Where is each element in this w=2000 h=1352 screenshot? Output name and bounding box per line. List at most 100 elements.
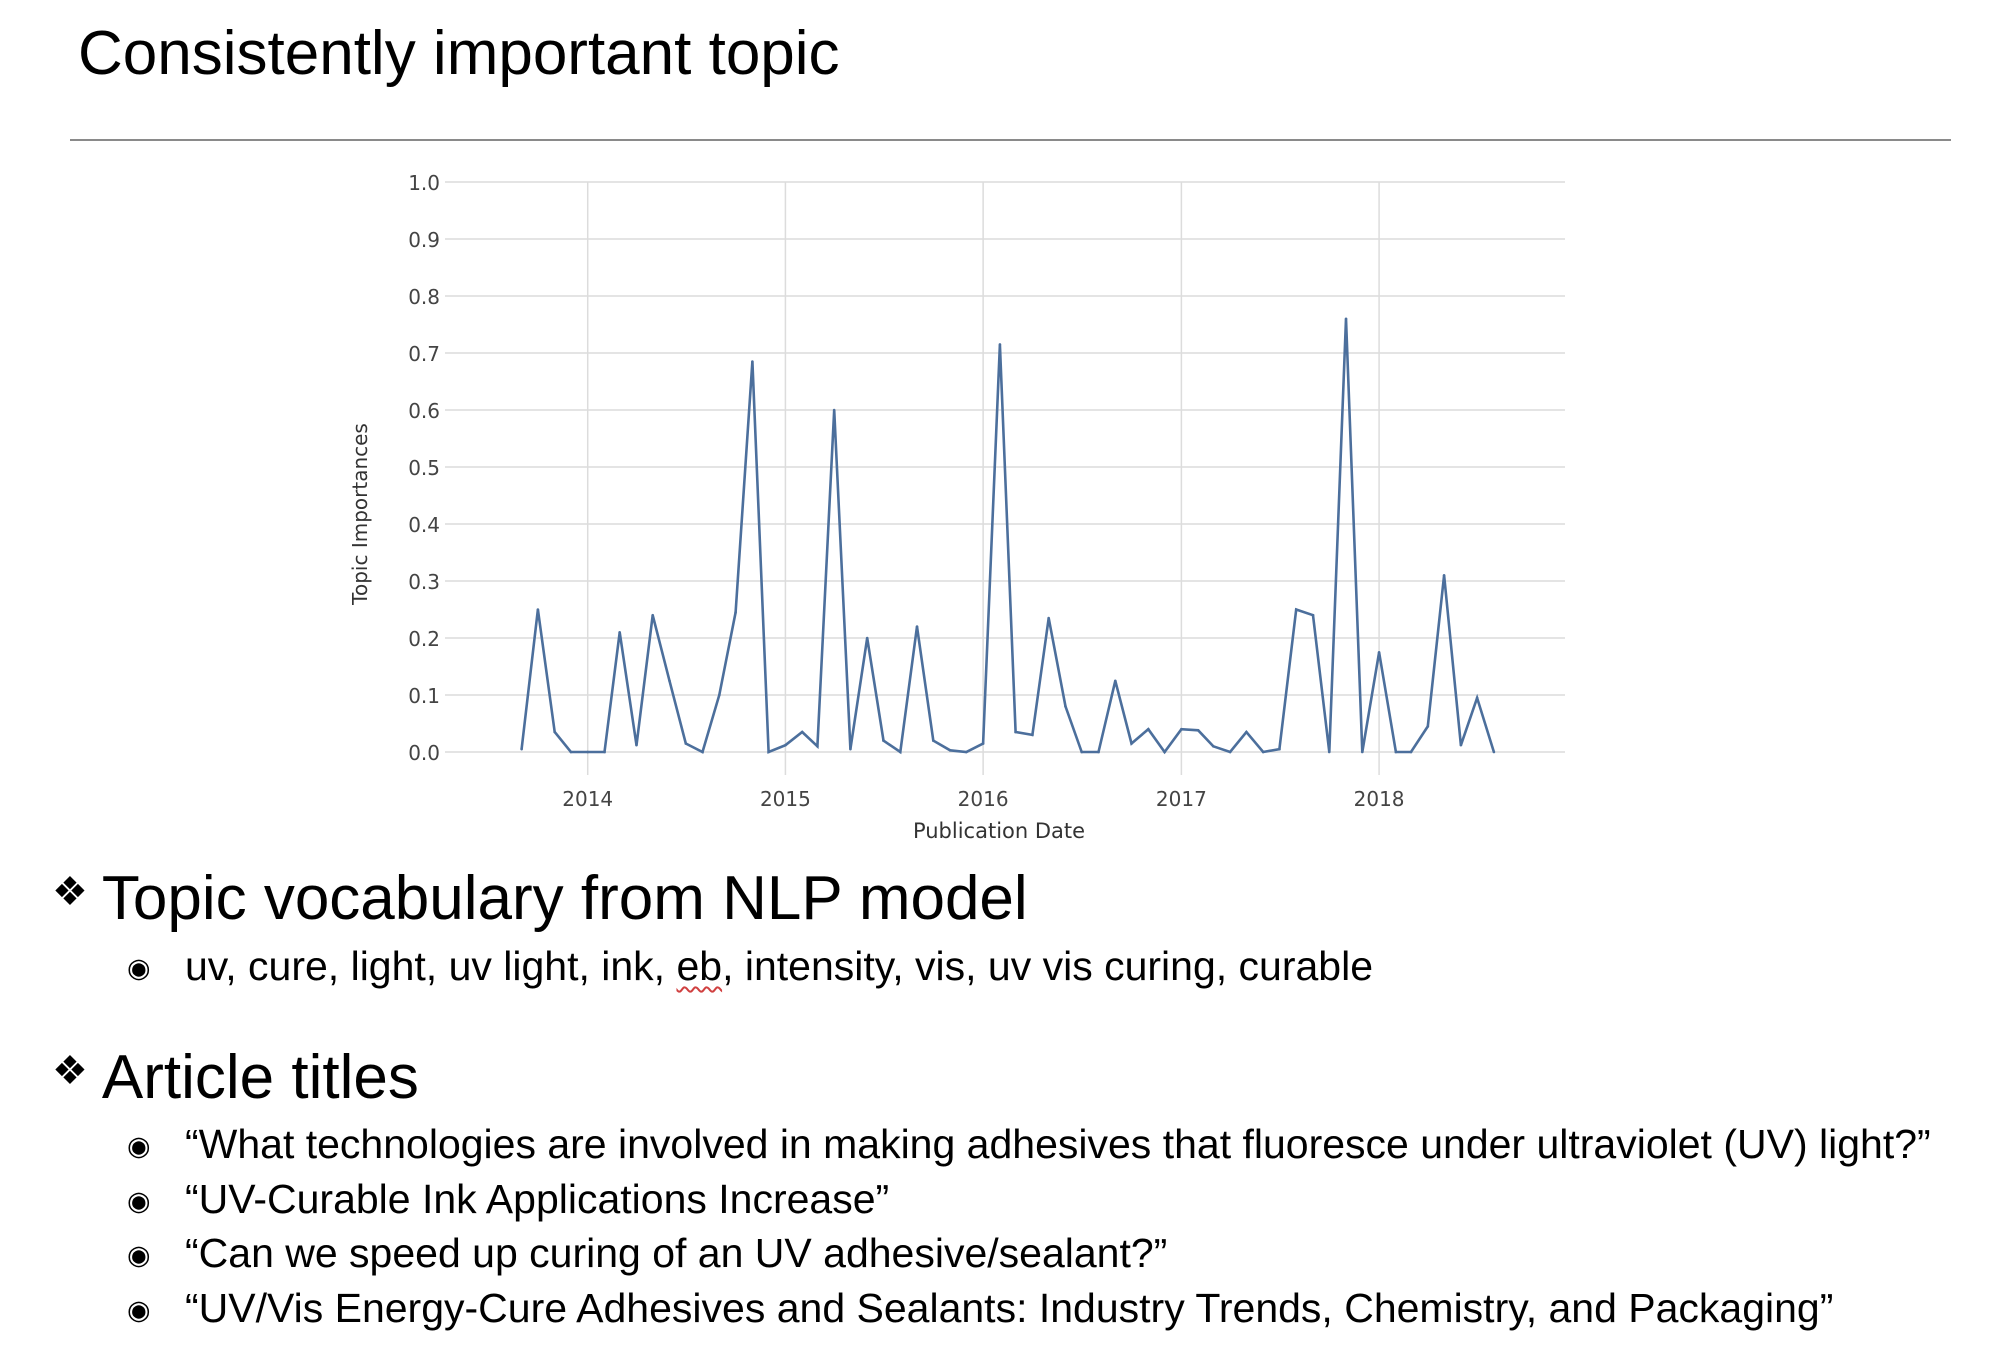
data-point — [1344, 317, 1348, 321]
data-point — [1327, 750, 1331, 754]
y-axis-label: Topic Importances — [348, 423, 372, 606]
data-point — [882, 739, 885, 742]
data-point — [1113, 679, 1117, 683]
vocabulary-terms: uv, cure, light, uv light, ink, eb, inte… — [185, 943, 1374, 989]
data-point — [536, 608, 540, 611]
circle-bullet-icon: ◉ — [127, 1131, 151, 1161]
y-tick-label: 0.0 — [408, 741, 440, 765]
series-line — [520, 318, 1496, 755]
data-point — [1031, 733, 1034, 737]
data-point — [1459, 743, 1463, 747]
y-tick-label: 0.3 — [408, 570, 440, 594]
y-tick-label: 0.8 — [408, 285, 440, 309]
data-point — [1294, 608, 1298, 611]
data-point — [553, 730, 556, 734]
title-divider — [70, 139, 1951, 141]
data-point — [1196, 729, 1200, 732]
data-point — [1130, 742, 1133, 745]
circle-bullet-icon: ◉ — [127, 1295, 151, 1325]
data-point — [1147, 727, 1150, 731]
data-point — [1080, 750, 1084, 754]
data-point — [718, 693, 721, 697]
data-point — [1047, 616, 1050, 620]
data-point — [1442, 574, 1446, 577]
data-point — [965, 750, 968, 754]
y-tick-label: 0.9 — [408, 228, 440, 252]
data-point — [603, 750, 606, 754]
data-point — [651, 613, 655, 617]
chart-series-layer — [520, 317, 1496, 755]
data-point — [767, 750, 770, 754]
spellcheck-word: eb — [676, 943, 723, 989]
circle-bullet-icon: ◉ — [127, 1186, 151, 1216]
diamond-bullet-icon: ❖ — [52, 1049, 88, 1093]
circle-bullet-icon: ◉ — [127, 1240, 151, 1270]
data-point — [981, 742, 985, 745]
data-point — [1311, 613, 1315, 617]
data-point — [1163, 750, 1166, 754]
data-point — [931, 739, 935, 742]
y-tick-label: 0.6 — [408, 399, 440, 423]
list-item: ◉ “What technologies are involved in maki… — [127, 1121, 1931, 1167]
data-point — [800, 730, 804, 734]
data-point — [1228, 750, 1232, 754]
y-tick-label: 0.2 — [408, 627, 440, 651]
y-tick-labels: 0.0 0.1 0.2 0.3 0.4 0.5 0.6 0.7 0.8 0.9 1.0 — [408, 171, 440, 765]
y-tick-label: 1.0 — [408, 171, 440, 195]
list-item: ◉ “UV-Curable Ink Applications Increase” — [127, 1176, 890, 1222]
data-point — [849, 747, 852, 751]
x-tick-label: 2018 — [1354, 787, 1405, 811]
data-point — [1064, 705, 1067, 708]
data-point — [1180, 727, 1183, 731]
x-tick-labels: 2014 2015 2016 2017 2018 — [562, 787, 1404, 811]
y-tick-label: 0.7 — [408, 342, 440, 366]
data-point — [520, 747, 523, 751]
data-point — [618, 631, 621, 634]
y-tick-label: 0.5 — [408, 456, 440, 480]
data-point — [1278, 747, 1281, 751]
x-tick-label: 2015 — [760, 787, 811, 811]
data-point — [1097, 750, 1100, 754]
data-point — [1409, 750, 1413, 754]
data-point — [1245, 730, 1248, 734]
data-point — [1426, 725, 1430, 728]
data-point — [898, 750, 902, 754]
section-heading-vocabulary: ❖ Topic vocabulary from NLP model — [52, 864, 1028, 933]
y-tick-label: 0.1 — [408, 684, 440, 708]
data-point — [1377, 650, 1381, 654]
data-point — [1360, 750, 1364, 754]
data-point — [865, 636, 869, 640]
data-point — [569, 750, 573, 754]
data-point — [784, 743, 787, 747]
x-tick-label: 2017 — [1156, 787, 1207, 811]
data-point — [586, 750, 590, 754]
data-point — [1492, 750, 1496, 754]
data-point — [1014, 730, 1017, 734]
data-point — [1212, 745, 1215, 748]
x-tick-label: 2014 — [562, 787, 613, 811]
list-item: ◉ “Can we speed up curing of an UV adhesi… — [127, 1230, 1168, 1276]
data-point — [701, 750, 704, 754]
data-point — [1475, 696, 1479, 700]
data-point — [816, 745, 819, 748]
data-point — [668, 679, 671, 683]
circle-bullet-icon: ◉ — [127, 953, 151, 983]
data-point — [915, 625, 919, 628]
topic-importance-line-chart: 0.00.10.20.30.40.50.60.70.80.91.0 2014 20… — [348, 171, 1565, 843]
data-point — [948, 748, 952, 752]
chart-gridlines — [445, 181, 1565, 775]
data-point — [734, 611, 737, 614]
data-point — [1261, 750, 1265, 754]
diamond-bullet-icon: ❖ — [52, 870, 88, 914]
x-axis-label: Publication Date — [913, 819, 1085, 843]
data-point — [684, 742, 688, 745]
data-point — [635, 743, 638, 747]
y-tick-label: 0.4 — [408, 513, 440, 537]
data-point — [998, 343, 1002, 346]
list-item: ◉ uv, cure, light, uv light, ink, eb, int… — [127, 946, 1373, 987]
data-point — [751, 360, 754, 363]
data-point — [1394, 750, 1398, 754]
slide-subtitle: Consistently important topic — [78, 19, 840, 88]
x-tick-label: 2016 — [958, 787, 1009, 811]
list-item: ◉ “UV/Vis Energy-Cure Adhesives and Seala… — [127, 1285, 1834, 1331]
